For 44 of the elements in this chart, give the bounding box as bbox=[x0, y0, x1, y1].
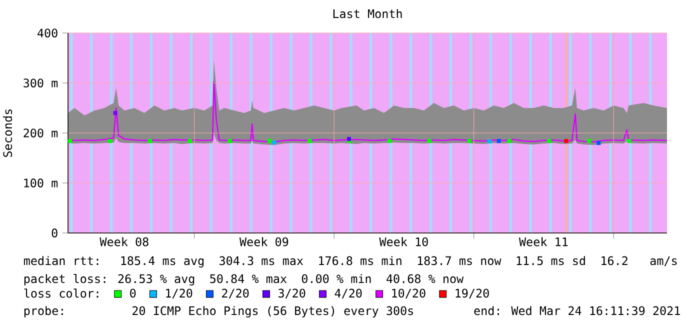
legend-label: 1/20 bbox=[166, 288, 192, 299]
point bbox=[387, 138, 392, 143]
point bbox=[487, 139, 492, 144]
y-axis-title: Seconds bbox=[2, 109, 12, 157]
legend-label: 0 bbox=[130, 288, 136, 298]
text: median rtt: 185.4 ms avg 304.3 ms max 176.8 ms min 183.7 ms now 11.5 ms sd 16.2 am/s bbox=[24, 256, 677, 268]
point bbox=[268, 138, 272, 143]
point bbox=[427, 138, 432, 143]
point bbox=[587, 138, 592, 143]
point bbox=[596, 140, 601, 145]
legend-label: 4/20 bbox=[334, 288, 362, 299]
chart-title: Last Month bbox=[333, 9, 402, 18]
point bbox=[308, 138, 312, 143]
point bbox=[496, 138, 501, 143]
y-tick-label: 100 m bbox=[24, 178, 58, 188]
point bbox=[108, 138, 112, 143]
point bbox=[272, 140, 276, 144]
text: probe: 20 ICMP Echo Pings (56 Bytes) every 300s bbox=[24, 306, 414, 318]
legend-label: 19/20 bbox=[456, 288, 489, 299]
x-tick-label: Week 11 bbox=[518, 237, 568, 246]
point bbox=[627, 138, 632, 143]
x-tick-label: Week 09 bbox=[239, 237, 288, 246]
point bbox=[467, 138, 472, 143]
point bbox=[148, 138, 152, 143]
point bbox=[188, 138, 192, 143]
x-tick-label: Week 10 bbox=[379, 237, 428, 246]
legend-label: 3/20 bbox=[278, 288, 306, 299]
point bbox=[68, 138, 72, 143]
point bbox=[507, 138, 512, 143]
y-tick-label: 200 m bbox=[24, 128, 58, 138]
y-tick-label: 0 bbox=[52, 228, 58, 238]
x-tick-label: Week 08 bbox=[100, 237, 148, 246]
point bbox=[113, 110, 118, 115]
point bbox=[347, 136, 352, 141]
legend-label: 2/20 bbox=[222, 288, 249, 299]
y-tick-label: 400 bbox=[38, 28, 58, 38]
point bbox=[564, 138, 568, 143]
text: packet loss: 26.53 % avg 50.84 % max 0.00 % min 40.68 % now bbox=[24, 274, 464, 286]
point bbox=[547, 138, 552, 143]
legend-label: 10/20 bbox=[392, 288, 426, 299]
text: end: Wed Mar 24 16:11:39 2021 bbox=[474, 306, 680, 316]
point bbox=[228, 138, 232, 143]
y-tick-label: 300 m bbox=[24, 78, 58, 88]
legend-title: loss color: bbox=[24, 288, 98, 298]
